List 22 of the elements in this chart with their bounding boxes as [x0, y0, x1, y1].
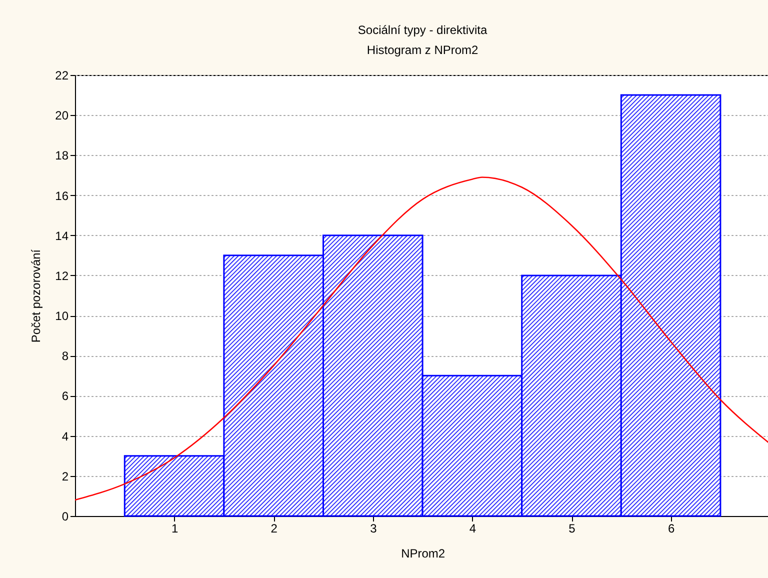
y-tick-label: 8: [62, 349, 69, 364]
x-tick-label: 6: [668, 522, 675, 536]
y-axis-title: Počet pozorování: [29, 248, 44, 343]
y-tick-label: 20: [55, 108, 69, 123]
y-tick-label: 22: [55, 68, 69, 82]
y-tick-label: 6: [62, 389, 69, 404]
y-tick-label: 12: [55, 268, 69, 283]
y-tick-label: 16: [55, 188, 69, 203]
y-tick-label: 0: [62, 510, 69, 524]
y-tick-label: 4: [62, 429, 69, 444]
x-tick-label: 5: [568, 522, 576, 536]
y-tick-label: 10: [55, 309, 69, 324]
x-tick-label: 2: [270, 522, 278, 536]
x-tick-label: 3: [370, 522, 378, 536]
chart-title: Sociální typy - direktivita: [358, 23, 488, 37]
y-tick-label: 18: [55, 148, 69, 163]
y-tick-label: 14: [55, 228, 69, 243]
chart-subtitle: Histogram z NProm2: [366, 43, 478, 57]
x-tick-label: 4: [469, 522, 476, 536]
y-tick-label: 2: [62, 469, 69, 484]
x-axis-title: NProm2: [401, 546, 446, 560]
x-tick-label: 1: [171, 522, 178, 536]
